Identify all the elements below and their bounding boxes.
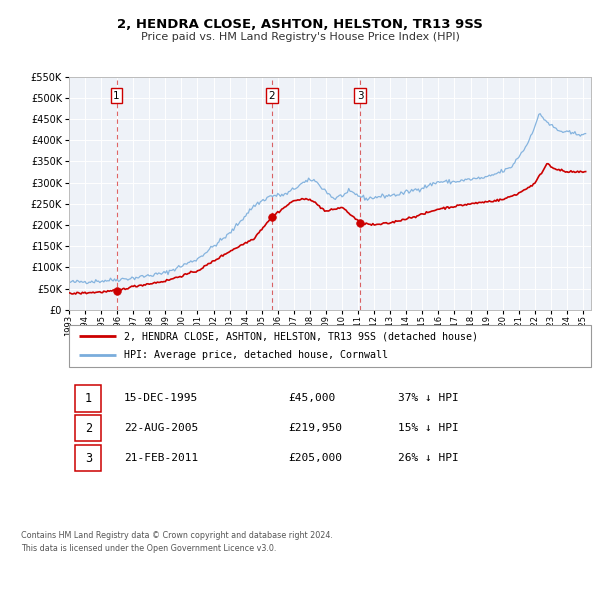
Text: 3: 3 [357,91,364,101]
FancyBboxPatch shape [75,445,101,471]
Text: 2, HENDRA CLOSE, ASHTON, HELSTON, TR13 9SS: 2, HENDRA CLOSE, ASHTON, HELSTON, TR13 9… [117,18,483,31]
Text: 1: 1 [113,91,120,101]
Text: £205,000: £205,000 [288,453,342,463]
Text: £219,950: £219,950 [288,424,342,433]
Text: This data is licensed under the Open Government Licence v3.0.: This data is licensed under the Open Gov… [21,544,277,553]
Text: Contains HM Land Registry data © Crown copyright and database right 2024.: Contains HM Land Registry data © Crown c… [21,531,333,540]
Text: 15% ↓ HPI: 15% ↓ HPI [398,424,458,433]
Text: 3: 3 [85,452,92,465]
Text: 21-FEB-2011: 21-FEB-2011 [124,453,198,463]
Text: 22-AUG-2005: 22-AUG-2005 [124,424,198,433]
Text: 2, HENDRA CLOSE, ASHTON, HELSTON, TR13 9SS (detached house): 2, HENDRA CLOSE, ASHTON, HELSTON, TR13 9… [124,332,478,342]
Text: 1: 1 [85,392,92,405]
Text: 26% ↓ HPI: 26% ↓ HPI [398,453,458,463]
FancyBboxPatch shape [75,385,101,412]
FancyBboxPatch shape [75,415,101,441]
Text: 2: 2 [85,422,92,435]
Text: Price paid vs. HM Land Registry's House Price Index (HPI): Price paid vs. HM Land Registry's House … [140,32,460,42]
Text: HPI: Average price, detached house, Cornwall: HPI: Average price, detached house, Corn… [124,350,388,360]
Text: 15-DEC-1995: 15-DEC-1995 [124,394,198,404]
Text: £45,000: £45,000 [288,394,335,404]
Text: 37% ↓ HPI: 37% ↓ HPI [398,394,458,404]
Text: 2: 2 [269,91,275,101]
FancyBboxPatch shape [69,324,591,367]
